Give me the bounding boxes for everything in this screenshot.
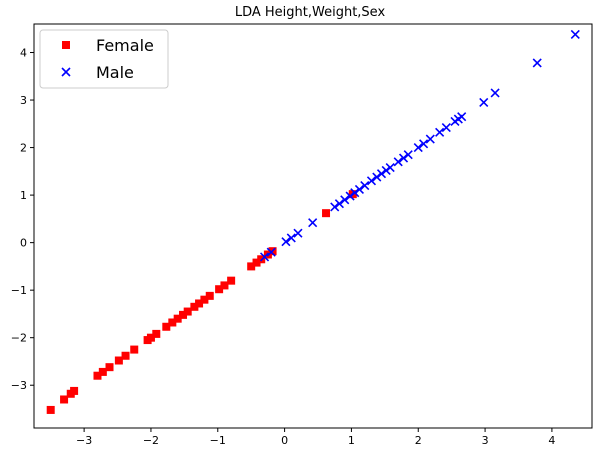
male-point	[259, 252, 270, 262]
male-point	[334, 199, 344, 209]
female-point	[60, 395, 69, 404]
female-point	[215, 285, 224, 294]
female-point	[146, 333, 155, 342]
x-tick-label: 3	[482, 434, 489, 447]
male-point	[281, 237, 291, 247]
female-point	[70, 386, 79, 395]
male-point	[457, 112, 467, 122]
female-point	[152, 329, 161, 338]
male-point	[308, 218, 318, 228]
female-point	[130, 345, 139, 354]
male-point	[490, 88, 500, 98]
female-point	[98, 367, 107, 376]
x-tick-label: 1	[348, 434, 355, 447]
legend-label-male: Male	[96, 63, 134, 82]
male-point	[419, 139, 429, 149]
y-tick-label: 2	[20, 142, 27, 155]
chart-title: LDA Height,Weight,Sex	[235, 5, 386, 20]
male-point	[393, 157, 403, 167]
legend-frame	[39, 29, 169, 89]
plot-area	[33, 23, 593, 429]
female-point	[322, 209, 331, 218]
female-point	[183, 307, 192, 316]
legend: Female Male	[39, 29, 169, 89]
y-tick-label: 3	[20, 94, 27, 107]
female-point	[247, 262, 256, 271]
male-point	[354, 184, 365, 194]
female-point	[93, 371, 102, 380]
male-point	[266, 247, 276, 257]
male-point	[350, 188, 360, 198]
male-point	[345, 191, 355, 201]
x-tick-label: 0	[281, 434, 288, 447]
female-point	[220, 281, 229, 290]
male-point	[425, 134, 435, 144]
x-tick-label: −2	[143, 434, 159, 447]
female-point	[252, 258, 261, 267]
male-point	[366, 176, 377, 186]
y-tick-label: 0	[20, 237, 27, 250]
male-point	[532, 58, 542, 68]
data-points	[46, 29, 580, 414]
x-tick-label: −3	[76, 434, 92, 447]
female-point	[179, 310, 188, 319]
female-point	[168, 318, 177, 327]
male-point	[385, 162, 395, 173]
legend-marker-female	[62, 41, 70, 49]
female-point	[200, 295, 209, 304]
x-tick-label: −1	[210, 434, 226, 447]
male-point	[340, 195, 350, 205]
female-point	[173, 314, 182, 323]
male-point	[441, 123, 451, 133]
male-point	[293, 228, 303, 238]
male-point	[570, 29, 580, 40]
female-point	[105, 363, 114, 372]
female-point	[195, 299, 204, 308]
male-point	[413, 143, 423, 153]
female-point	[114, 356, 123, 365]
female-point	[162, 322, 171, 331]
male-point	[479, 97, 489, 107]
y-tick-label: 1	[20, 189, 27, 202]
male-point	[381, 165, 391, 175]
female-point	[227, 276, 236, 285]
x-tick-label: 2	[415, 434, 422, 447]
legend-marker-male	[61, 67, 71, 77]
x-axis: −3 −2 −1 0 1 2 3 4	[76, 428, 555, 447]
male-point	[286, 233, 296, 243]
male-point	[360, 181, 370, 191]
female-point	[190, 302, 199, 311]
female-point	[121, 351, 130, 360]
male-point	[403, 150, 413, 160]
legend-label-female: Female	[96, 36, 154, 55]
x-tick-label: 4	[548, 434, 555, 447]
y-tick-label: −3	[11, 379, 27, 392]
male-point	[330, 202, 340, 212]
female-point	[46, 405, 55, 414]
male-point	[372, 172, 382, 182]
y-axis: −3 −2 −1 0 1 2 3 4	[11, 47, 34, 392]
male-point	[398, 153, 409, 163]
y-tick-label: −1	[11, 284, 27, 297]
y-tick-label: 4	[20, 47, 27, 60]
y-tick-label: −2	[11, 332, 27, 345]
female-point	[205, 291, 214, 300]
male-point	[376, 169, 387, 179]
male-point	[435, 127, 445, 137]
